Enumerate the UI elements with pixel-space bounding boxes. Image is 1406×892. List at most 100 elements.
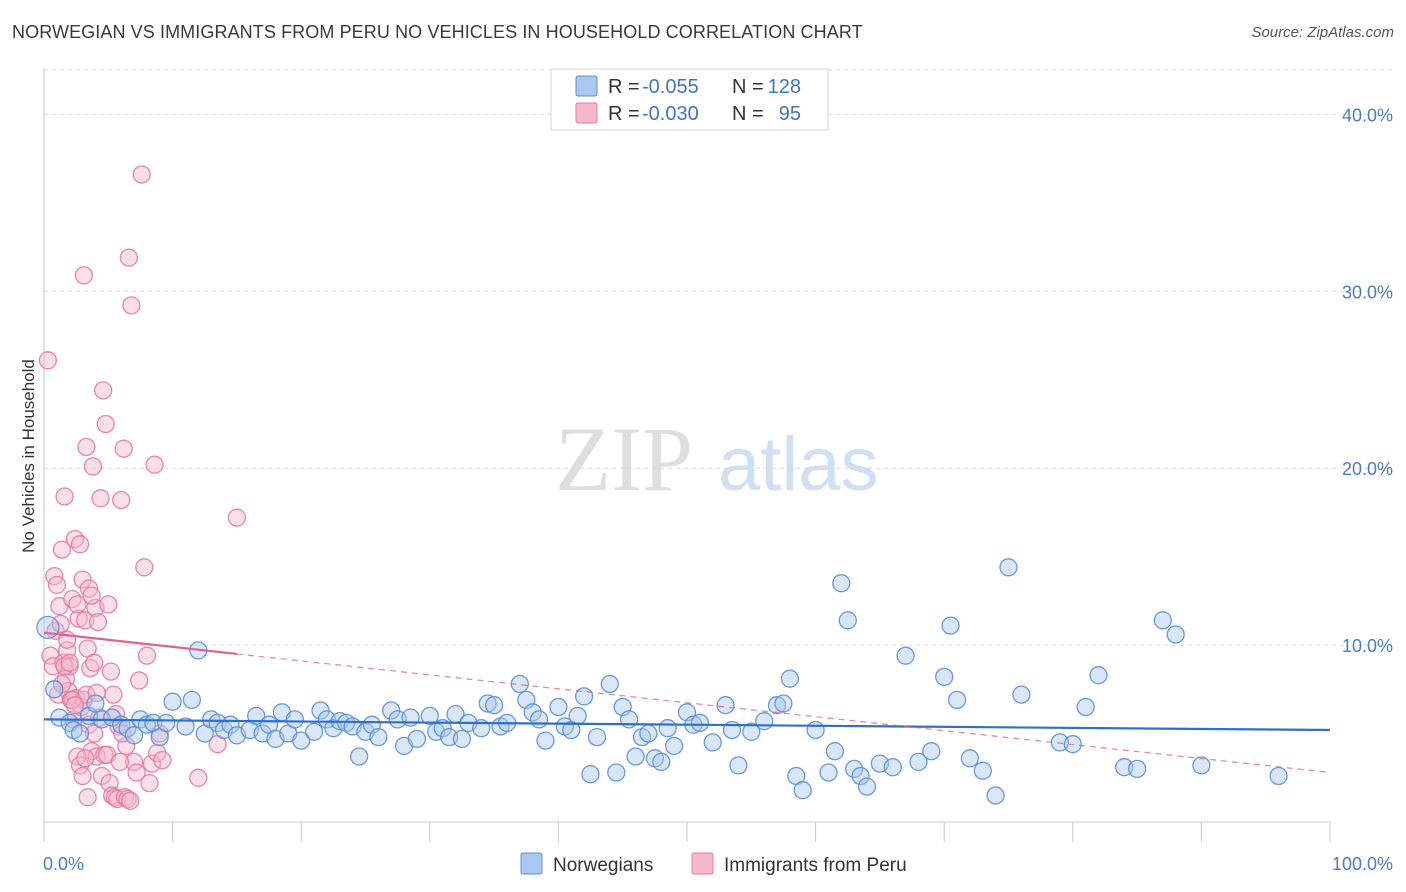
peru-point-56 [137,646,157,665]
peru-trend-line [43,631,238,656]
peru-point-30 [70,535,90,554]
norwegians-point-2 [50,708,69,727]
legend-r-value-2: -0.030 [642,103,699,125]
legend-n-label-2: N = [732,103,764,125]
norwegians-point-44 [349,747,369,766]
peru-point-83 [55,657,74,676]
norwegians-point-18 [163,692,182,711]
peru-point-35 [83,457,103,476]
norwegians-point-102 [806,720,825,740]
norwegians-point-129 [1153,611,1172,630]
norwegians-point-94 [729,756,748,775]
norwegians-point-12 [124,726,144,745]
norwegians-point-35 [285,710,304,729]
trend-lines [43,631,1331,774]
x-tick-label-0: 0.0% [43,854,84,874]
norwegians-point-1 [45,680,64,699]
norwegians-point-20 [182,690,202,710]
peru-point-29 [68,595,87,614]
peru-point-51 [124,752,144,772]
norwegians-point-92 [716,696,735,715]
norwegians-point-131 [1192,756,1211,775]
y-tick-label-0: 10.0% [1342,636,1393,656]
peru-point-58 [142,754,162,773]
grid [44,69,1392,646]
peru-point-85 [60,653,79,672]
norwegians-point-115 [935,667,954,687]
norwegians-point-119 [973,761,992,780]
peru-point-95 [227,508,247,527]
peru-point-53 [130,671,149,690]
peru-point-28 [65,529,85,549]
y-tick-labels: 10.0% 20.0% 30.0% 40.0% [1342,105,1393,656]
norwegians-point-91 [703,733,722,752]
norwegians-point-62 [484,696,504,715]
norwegians-point-122 [1012,685,1031,704]
norwegians-point-17 [157,713,176,733]
peru-point-57 [140,773,159,793]
norwegians-point-19 [176,717,195,736]
norwegians-point-111 [883,758,902,777]
legend-n-value-1: 128 [768,76,801,98]
peru-point-0 [38,351,58,370]
norwegians-point-69 [536,731,555,750]
peru-point-12 [69,609,88,628]
norwegians-point-106 [838,611,857,630]
norwegians-point-61 [478,694,497,713]
norwegians-point-67 [523,703,542,722]
peru-point-52 [127,763,146,782]
source-label: Source: ZipAtlas.com [1251,24,1394,41]
norwegians-point-47 [369,727,388,747]
x-tick-labels: 0.0% 100.0% [43,854,1393,874]
peru-point-70 [92,766,112,786]
norwegians-point-130 [1166,625,1185,644]
peru-point-38 [91,489,110,508]
legend-r-label-2: R = [608,103,640,125]
y-axis-label: No Vehicles in Household [19,359,38,553]
norwegians-point-121 [999,558,1018,577]
watermark-atlas: atlas [718,422,879,507]
norwegians-point-78 [607,763,626,782]
peru-point-27 [63,589,82,609]
peru-point-91 [76,749,95,768]
peru-point-43 [104,685,123,704]
norwegians-point-70 [549,697,568,717]
peru-point-40 [96,414,115,434]
norwegians-point-7 [86,694,105,713]
norwegians-point-113 [909,752,928,772]
peru-point-67 [85,653,104,672]
norwegians-point-97 [767,696,787,715]
norwegians-point-68 [529,710,549,729]
norwegians-point-104 [825,742,845,761]
bottom-legend-peru: Immigrants from Peru [724,855,907,876]
peru-point-50 [122,296,141,315]
y-tick-label-2: 30.0% [1342,282,1393,302]
norwegians-point-5 [70,724,90,743]
norwegians-point-77 [600,674,619,694]
series-legend: Norwegians Immigrants from Peru [520,852,907,876]
peru-point-54 [132,165,151,184]
peru-point-46 [112,490,131,510]
peru-point-37 [88,612,108,632]
peru-point-90 [73,766,92,786]
norwegians-trend-line [43,718,1331,732]
peru-point-65 [79,579,99,598]
norwegians-point-99 [780,669,800,688]
peru-point-87 [65,696,85,715]
norwegians-point-83 [639,724,658,743]
peru-point-62 [153,750,172,770]
peru-point-63 [74,266,94,285]
peru-point-64 [77,437,96,457]
norwegians-point-85 [652,752,671,772]
peru-point-39 [94,381,113,400]
norwegians-point-114 [922,742,941,761]
norwegians-point-109 [857,777,877,796]
norwegians-point-96 [755,712,774,731]
y-tick-label-1: 20.0% [1342,459,1393,479]
peru-point-41 [99,595,118,614]
watermark-zip: ZIP [555,408,693,510]
peru-series-points [38,165,247,810]
norwegians-point-120 [986,786,1005,805]
norwegians-point-108 [851,766,870,786]
